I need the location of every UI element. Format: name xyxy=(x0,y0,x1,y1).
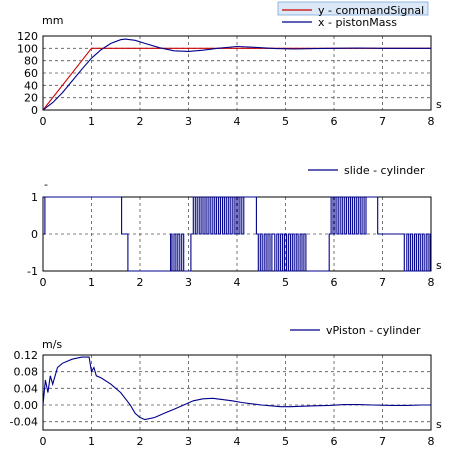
x-tick-label: 0 xyxy=(40,115,47,128)
x-tick-label: 0 xyxy=(40,435,47,448)
x-tick-label: 5 xyxy=(282,276,289,289)
x-tick-label: 8 xyxy=(428,115,435,128)
legend-label: y - commandSignal xyxy=(318,4,424,17)
y-tick-label: 20 xyxy=(24,92,38,105)
x-tick-label: 1 xyxy=(88,435,95,448)
y-tick-label: 0.08 xyxy=(14,366,39,379)
y-tick-label: -0.04 xyxy=(10,416,38,429)
legend-label: vPiston - cylinder xyxy=(326,324,421,337)
x-tick-label: 8 xyxy=(428,276,435,289)
x-unit-label: s xyxy=(436,98,442,111)
series-line xyxy=(42,38,431,111)
x-tick-label: 2 xyxy=(137,435,144,448)
series-line xyxy=(42,47,431,111)
y-tick-label: 80 xyxy=(24,55,38,68)
y-tick-label: 0 xyxy=(31,104,38,117)
y-tick-label: 0.12 xyxy=(14,349,39,362)
x-tick-label: 7 xyxy=(379,115,386,128)
x-tick-label: 5 xyxy=(282,435,289,448)
x-tick-label: 7 xyxy=(379,276,386,289)
x-tick-label: 6 xyxy=(331,435,338,448)
x-tick-label: 3 xyxy=(185,115,192,128)
x-unit-label: s xyxy=(436,259,442,272)
x-tick-label: 7 xyxy=(379,435,386,448)
y-tick-label: 60 xyxy=(24,67,38,80)
y-tick-label: 1 xyxy=(31,191,38,204)
x-tick-label: 4 xyxy=(234,115,241,128)
x-tick-label: 3 xyxy=(185,435,192,448)
y-unit-label: mm xyxy=(42,14,63,27)
x-tick-label: 0 xyxy=(40,276,47,289)
y-tick-label: 100 xyxy=(17,42,38,55)
y-tick-label: 120 xyxy=(17,30,38,43)
plot-frame xyxy=(42,354,432,431)
y-unit-label: - xyxy=(44,178,48,191)
y-tick-label: 0.04 xyxy=(14,382,39,395)
x-tick-label: 1 xyxy=(88,115,95,128)
y-unit-label: m/s xyxy=(42,338,62,351)
plot-frame xyxy=(42,35,432,111)
legend-label: x - pistonMass xyxy=(318,16,397,29)
x-tick-label: 2 xyxy=(137,115,144,128)
series-line xyxy=(42,356,431,421)
x-tick-label: 4 xyxy=(234,276,241,289)
legend-highlight xyxy=(277,1,429,16)
x-unit-label: s xyxy=(436,418,442,431)
legend-label: slide - cylinder xyxy=(344,164,425,177)
x-tick-label: 4 xyxy=(234,435,241,448)
y-tick-label: 0.00 xyxy=(14,399,39,412)
y-tick-label: -1 xyxy=(27,265,38,278)
x-tick-label: 6 xyxy=(331,115,338,128)
legend: vPiston - cylinder xyxy=(290,324,421,337)
x-tick-label: 5 xyxy=(282,115,289,128)
chart-panel-3: 0 1 2 3 4 5 6 7 8 -0.04 0.00 0.04 0.08 0.12 s m/s vPisto… xyxy=(10,324,442,448)
x-tick-label: 2 xyxy=(137,276,144,289)
y-tick-label: 40 xyxy=(24,79,38,92)
legend: slide - cylinder xyxy=(308,164,425,177)
x-tick-label: 3 xyxy=(185,276,192,289)
series-line xyxy=(43,196,431,272)
x-tick-label: 8 xyxy=(428,435,435,448)
x-tick-label: 6 xyxy=(331,276,338,289)
y-tick-label: 0 xyxy=(31,228,38,241)
x-tick-label: 1 xyxy=(88,276,95,289)
